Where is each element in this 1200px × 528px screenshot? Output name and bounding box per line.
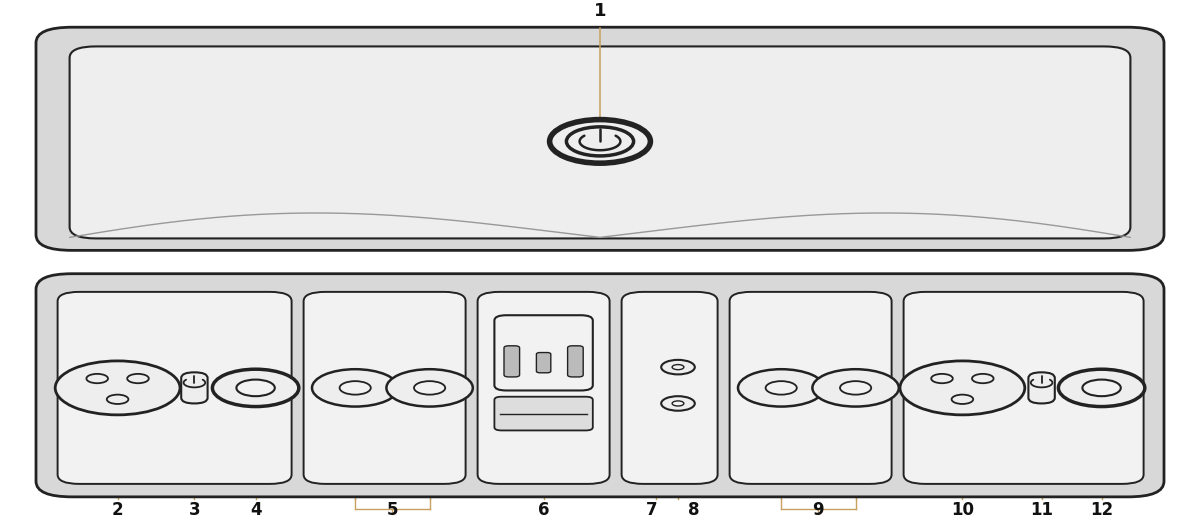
Circle shape [1082,380,1121,396]
Circle shape [972,374,994,383]
FancyBboxPatch shape [568,346,583,377]
Circle shape [1058,369,1145,407]
Circle shape [931,374,953,383]
Text: 7: 7 [646,501,658,519]
FancyBboxPatch shape [70,46,1130,239]
Circle shape [414,381,445,394]
Circle shape [236,380,275,396]
FancyBboxPatch shape [494,315,593,391]
Circle shape [672,401,684,406]
FancyBboxPatch shape [536,353,551,373]
Circle shape [340,381,371,394]
Text: 2: 2 [112,501,124,519]
FancyBboxPatch shape [504,346,520,377]
Text: 3: 3 [188,501,200,519]
Circle shape [127,374,149,383]
FancyBboxPatch shape [36,274,1164,497]
FancyBboxPatch shape [478,292,610,484]
FancyBboxPatch shape [730,292,892,484]
Circle shape [107,394,128,404]
FancyBboxPatch shape [494,397,593,430]
Circle shape [550,119,650,163]
Circle shape [952,394,973,404]
FancyBboxPatch shape [58,292,292,484]
Circle shape [312,369,398,407]
Circle shape [812,369,899,407]
Circle shape [840,381,871,394]
Text: 12: 12 [1090,501,1114,519]
Circle shape [738,369,824,407]
Text: 11: 11 [1030,501,1054,519]
FancyBboxPatch shape [1028,372,1055,403]
Text: 10: 10 [950,501,974,519]
Circle shape [661,396,695,411]
Circle shape [661,360,695,374]
Text: 6: 6 [538,501,550,519]
Circle shape [386,369,473,407]
Circle shape [55,361,180,415]
Circle shape [566,127,634,156]
Text: 5: 5 [386,501,398,519]
Text: 1: 1 [594,3,606,21]
Circle shape [766,381,797,394]
FancyBboxPatch shape [904,292,1144,484]
Circle shape [212,369,299,407]
FancyBboxPatch shape [622,292,718,484]
Text: 4: 4 [250,501,262,519]
FancyBboxPatch shape [304,292,466,484]
FancyBboxPatch shape [181,372,208,403]
Circle shape [86,374,108,383]
Circle shape [672,365,684,370]
FancyBboxPatch shape [36,27,1164,250]
Circle shape [900,361,1025,415]
Text: 8: 8 [688,501,700,519]
Text: 9: 9 [812,501,824,519]
